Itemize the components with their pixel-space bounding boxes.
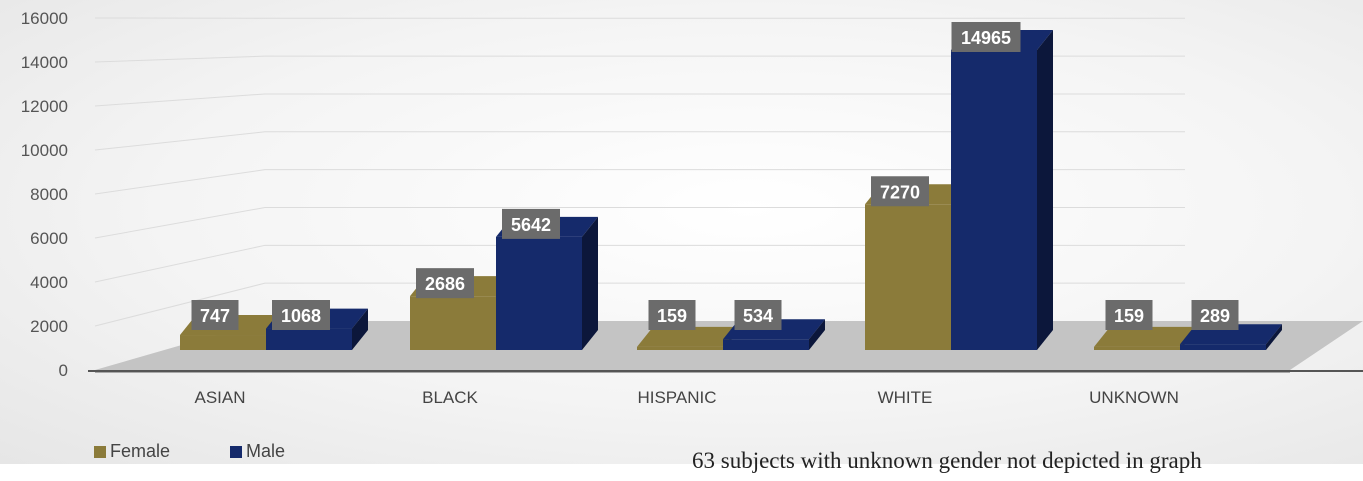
y-tick-label: 16000 [21,9,68,28]
bar-side-male [1037,30,1053,350]
bar-male [951,50,1037,350]
bar-male [266,329,352,350]
legend-item-male: Male [230,441,285,462]
x-tick-label: HISPANIC [637,388,716,407]
bar-female [865,204,951,350]
legend-label-female: Female [110,441,170,462]
x-tick-label: UNKNOWN [1089,388,1179,407]
y-tick-label: 0 [59,361,68,380]
bar-female [637,347,723,350]
bar-male [496,237,582,350]
y-tick-label: 14000 [21,53,68,72]
bar-male [1180,344,1266,350]
x-tick-label: WHITE [878,388,933,407]
chart-svg: 0 2000 4000 6000 8000 10000 12000 14000 16000 747… [0,0,1363,464]
data-label: 534 [743,306,773,326]
data-label: 7270 [880,182,920,202]
bar-male [723,339,809,350]
x-tick-label: BLACK [422,388,478,407]
bar-side-male [582,217,598,350]
data-label: 747 [200,306,230,326]
legend-label-male: Male [246,441,285,462]
data-label: 5642 [511,215,551,235]
data-label: 2686 [425,274,465,294]
y-tick-label: 8000 [30,185,68,204]
legend-swatch-male [230,446,242,458]
legend: Female Male [94,441,285,462]
data-label: 289 [1200,306,1230,326]
y-tick-label: 6000 [30,229,68,248]
data-label: 1068 [281,306,321,326]
data-label: 159 [1114,306,1144,326]
bar-female [410,296,496,350]
y-tick-label: 10000 [21,141,68,160]
y-tick-label: 4000 [30,273,68,292]
legend-swatch-female [94,446,106,458]
data-label: 14965 [961,28,1011,48]
x-tick-label: ASIAN [194,388,245,407]
footnote-text: 63 subjects with unknown gender not depi… [692,441,1363,481]
legend-item-female: Female [94,441,170,462]
bar-female [180,335,266,350]
chart-area: 0 2000 4000 6000 8000 10000 12000 14000 16000 747… [0,0,1363,464]
y-tick-label: 2000 [30,317,68,336]
data-label: 159 [657,306,687,326]
y-tick-label: 12000 [21,97,68,116]
bar-female [1094,347,1180,350]
